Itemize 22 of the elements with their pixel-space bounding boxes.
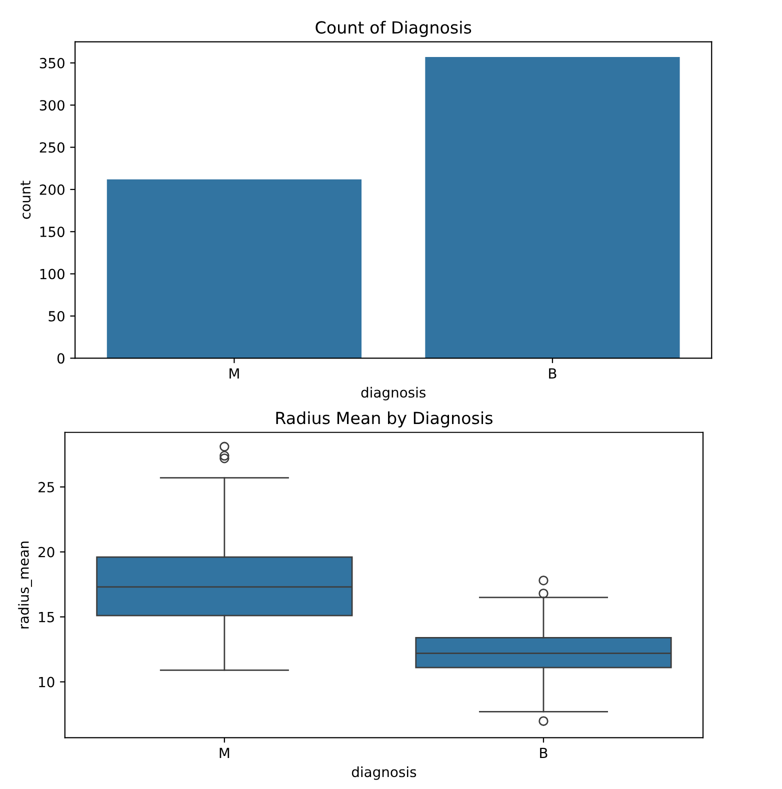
y-tick-label: 300 bbox=[40, 100, 64, 111]
x-tick-label: M bbox=[220, 748, 230, 758]
y-axis-title: radius_mean bbox=[18, 542, 32, 628]
chart-title: Count of Diagnosis bbox=[316, 20, 472, 37]
x-axis-title: diagnosis bbox=[352, 766, 416, 780]
x-axis-title: diagnosis bbox=[361, 386, 426, 400]
x-tick-label: M bbox=[230, 368, 239, 378]
y-tick-label: 20 bbox=[38, 546, 54, 558]
y-axis-title: count bbox=[20, 180, 31, 219]
chart-title: Radius Mean by Diagnosis bbox=[276, 411, 492, 428]
y-tick-label: 25 bbox=[38, 482, 54, 492]
y-tick-label: 0 bbox=[57, 353, 64, 364]
y-tick-label: 100 bbox=[40, 268, 64, 280]
y-tick-label: 350 bbox=[40, 58, 64, 68]
y-tick-label: 150 bbox=[40, 226, 64, 238]
y-tick-label: 200 bbox=[40, 184, 64, 195]
y-tick-label: 10 bbox=[39, 676, 54, 688]
y-tick-label: 50 bbox=[48, 310, 64, 322]
x-tick-label: B bbox=[549, 368, 556, 378]
y-tick-label: 15 bbox=[39, 612, 54, 622]
y-tick-label: 250 bbox=[40, 142, 64, 153]
x-tick-label: B bbox=[540, 748, 548, 758]
